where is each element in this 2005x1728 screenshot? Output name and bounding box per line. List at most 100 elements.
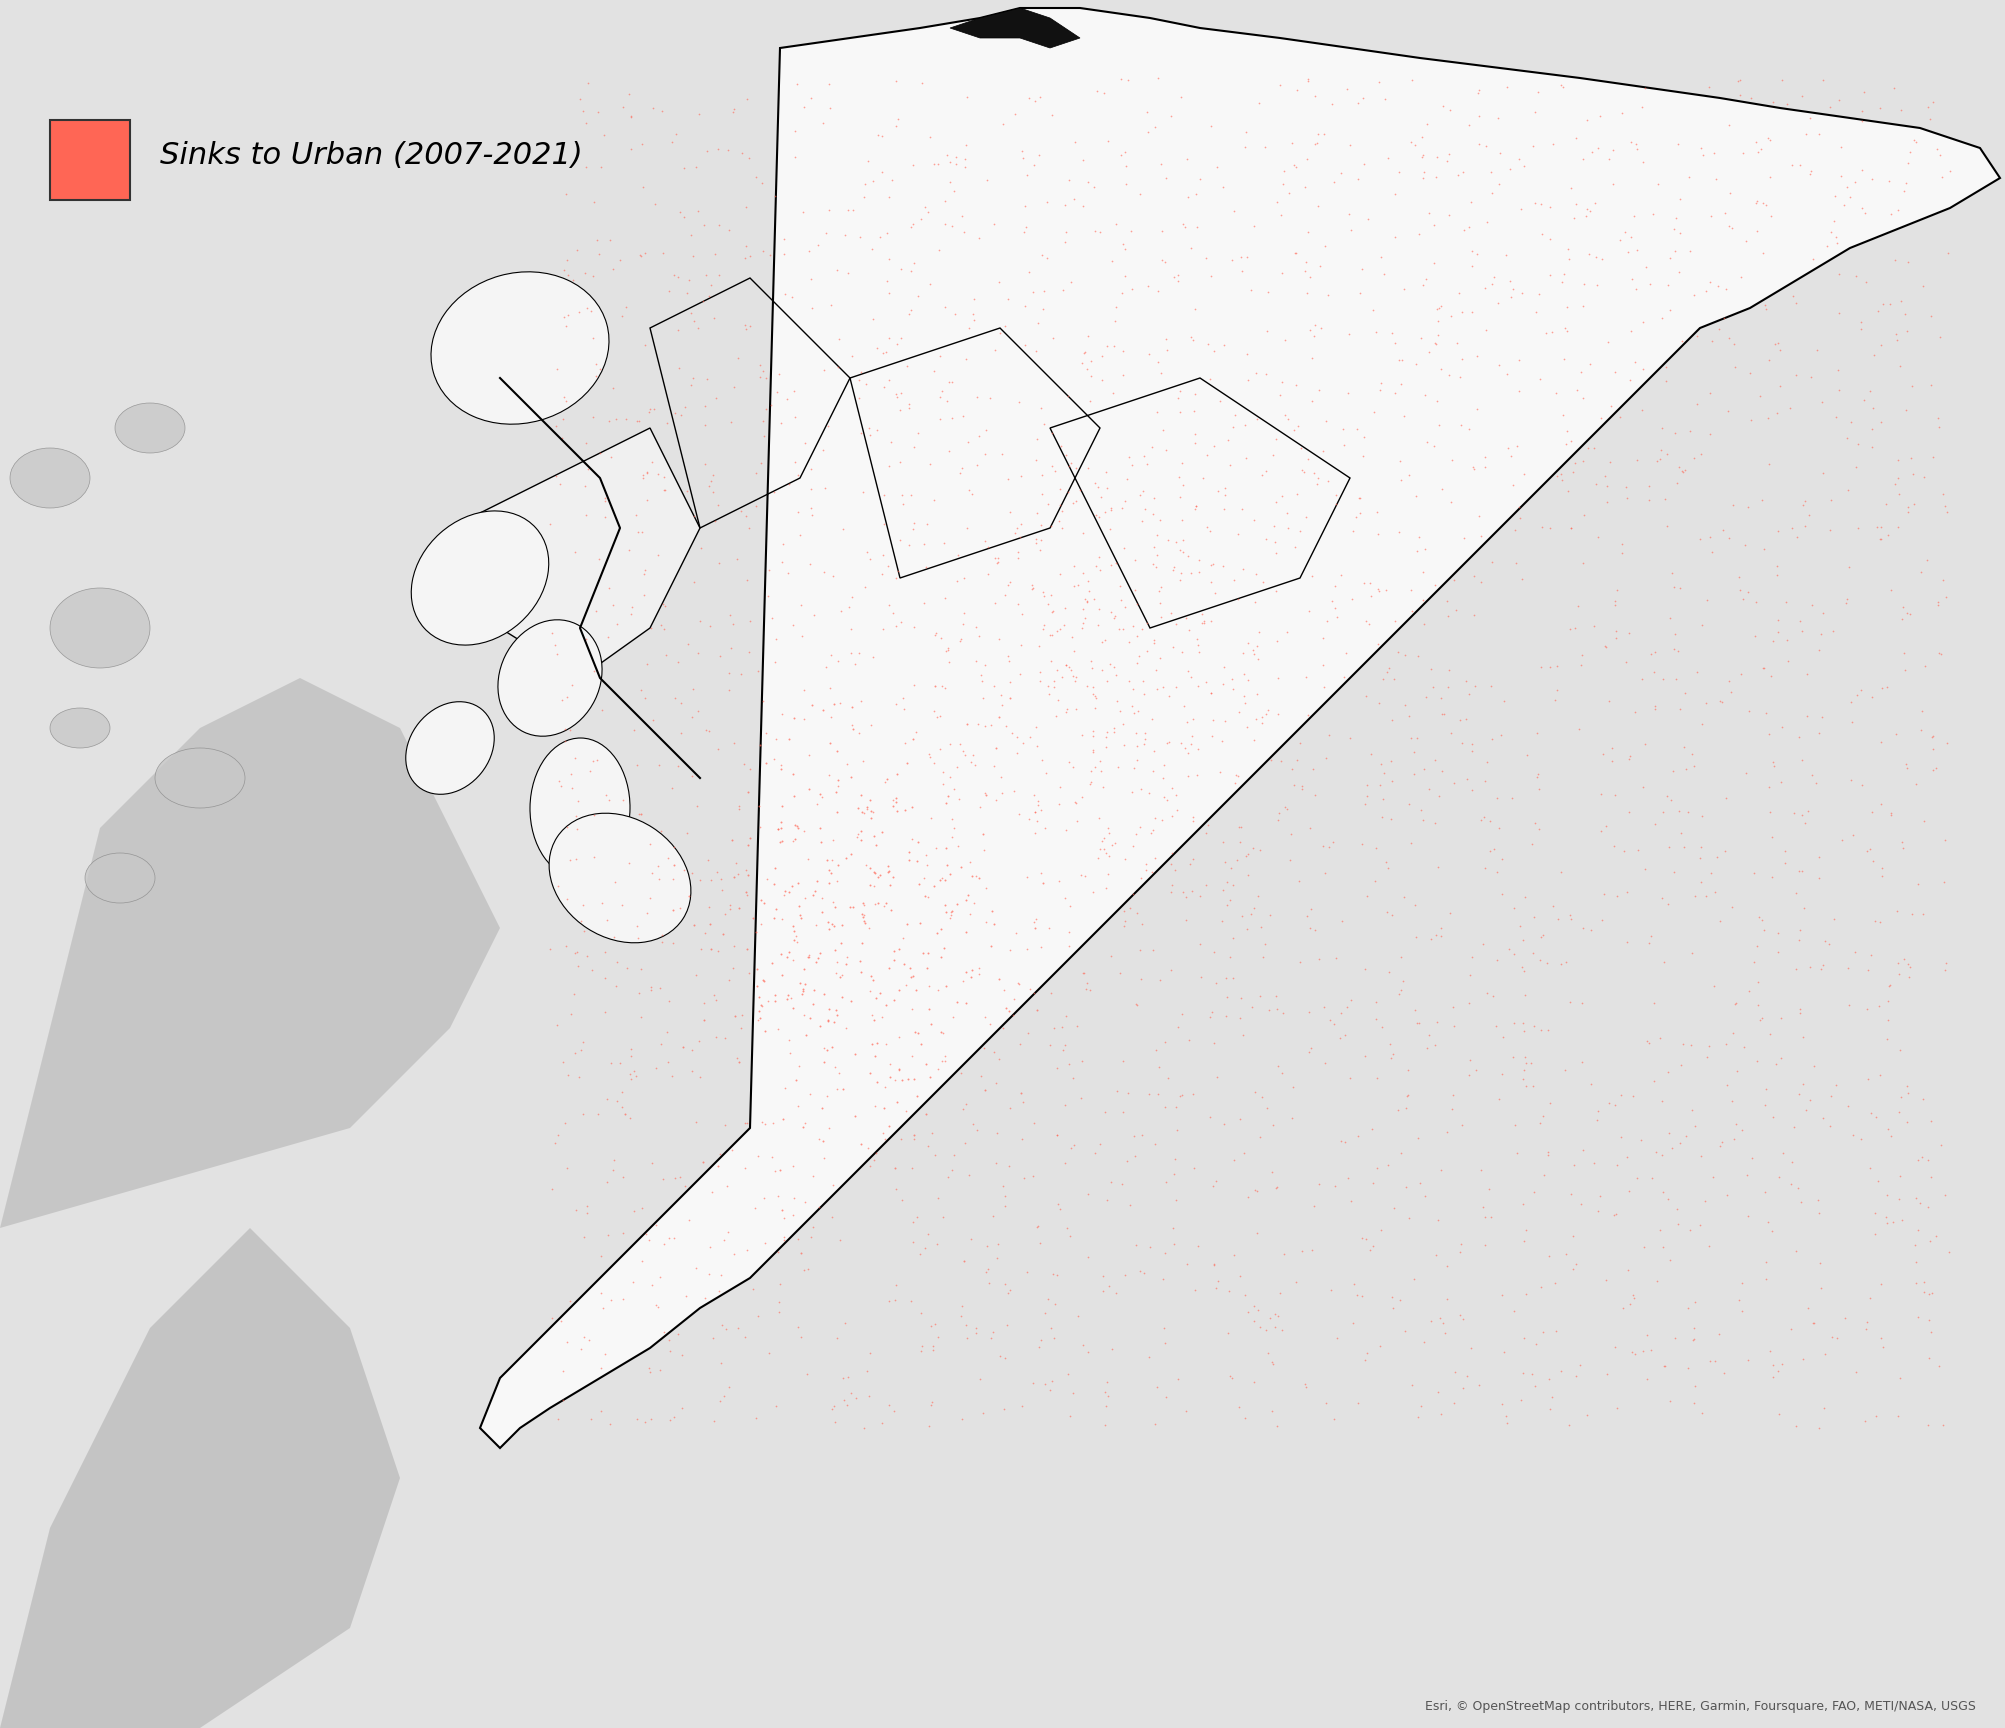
Point xyxy=(1061,788,1093,816)
Point xyxy=(585,696,618,724)
Point xyxy=(788,1256,820,1284)
Point xyxy=(790,1360,822,1388)
Point xyxy=(884,527,916,555)
Point xyxy=(1289,247,1321,275)
Point xyxy=(1119,719,1151,746)
Point xyxy=(1259,529,1291,556)
Point xyxy=(940,988,972,1016)
Point xyxy=(1261,188,1293,216)
Point xyxy=(1121,733,1153,760)
Point xyxy=(994,684,1027,712)
Point xyxy=(1626,308,1658,335)
Point xyxy=(1069,339,1101,366)
Point xyxy=(1145,216,1177,244)
Point xyxy=(543,767,575,795)
Point xyxy=(932,783,964,810)
Point xyxy=(1887,593,1919,620)
Point xyxy=(1572,240,1604,268)
Point xyxy=(1217,413,1249,441)
Point xyxy=(1065,783,1097,810)
Point xyxy=(1506,565,1538,593)
Point xyxy=(952,314,984,342)
Point xyxy=(1594,448,1626,475)
Point xyxy=(1606,530,1638,558)
Point xyxy=(1331,200,1363,228)
Point xyxy=(1349,956,1381,983)
Point xyxy=(750,1230,782,1258)
Point xyxy=(1393,829,1426,857)
Point xyxy=(1422,783,1454,810)
Point xyxy=(583,439,616,467)
Point xyxy=(1704,688,1736,715)
Point xyxy=(1401,1403,1434,1431)
Point xyxy=(1476,982,1508,1009)
Point xyxy=(818,1009,850,1037)
Point xyxy=(1077,173,1109,200)
Point xyxy=(846,930,878,957)
Point xyxy=(1071,969,1103,997)
Point xyxy=(1845,676,1877,703)
Point xyxy=(1438,769,1470,797)
Point xyxy=(992,1153,1025,1180)
Point xyxy=(1450,705,1482,733)
Point xyxy=(1041,1054,1073,1082)
Point xyxy=(1383,467,1416,494)
Point xyxy=(880,612,912,639)
Point xyxy=(946,403,978,430)
Point xyxy=(1333,724,1365,752)
Point xyxy=(1027,411,1059,439)
Point xyxy=(1528,1161,1560,1189)
Point xyxy=(766,530,798,558)
Point xyxy=(1067,610,1099,638)
Point xyxy=(1644,1025,1676,1052)
Point xyxy=(794,237,826,264)
Point xyxy=(874,1051,906,1078)
Point xyxy=(1598,591,1630,619)
Point xyxy=(535,620,567,648)
Point xyxy=(784,969,816,997)
Point xyxy=(996,1001,1029,1028)
Point xyxy=(760,726,792,753)
Point xyxy=(1470,131,1502,159)
Point xyxy=(589,999,622,1026)
Point xyxy=(1746,190,1778,218)
Point xyxy=(597,254,630,282)
Point xyxy=(1295,562,1327,589)
Point xyxy=(1406,586,1438,613)
Point xyxy=(882,558,914,586)
Point xyxy=(1085,1130,1117,1158)
Point xyxy=(1786,893,1819,921)
Point xyxy=(1458,562,1490,589)
Point xyxy=(816,1033,848,1061)
Point xyxy=(1778,880,1811,907)
Point xyxy=(700,384,732,411)
Point xyxy=(1794,157,1827,185)
Point xyxy=(1071,588,1103,615)
Point xyxy=(1099,211,1131,238)
Point xyxy=(561,938,593,966)
Point xyxy=(1456,453,1488,480)
Point xyxy=(784,902,816,930)
Point xyxy=(804,814,836,842)
Point xyxy=(1271,178,1303,206)
Point xyxy=(1827,192,1859,219)
Point xyxy=(630,458,662,486)
Point xyxy=(1027,746,1059,774)
Point xyxy=(1558,204,1590,232)
Point xyxy=(762,1182,794,1210)
Point xyxy=(1568,501,1600,529)
Point xyxy=(1063,477,1095,505)
Point xyxy=(1817,617,1849,645)
Point xyxy=(1760,617,1792,645)
Point xyxy=(1438,565,1470,593)
Point xyxy=(978,337,1011,365)
Point xyxy=(928,187,960,214)
Point xyxy=(1927,867,1959,895)
Point xyxy=(1077,586,1109,613)
Point xyxy=(1245,461,1277,489)
Point xyxy=(1197,550,1229,577)
Point xyxy=(1073,976,1105,1004)
Point xyxy=(1722,575,1754,603)
Point xyxy=(1255,1396,1287,1424)
Point xyxy=(547,384,579,411)
